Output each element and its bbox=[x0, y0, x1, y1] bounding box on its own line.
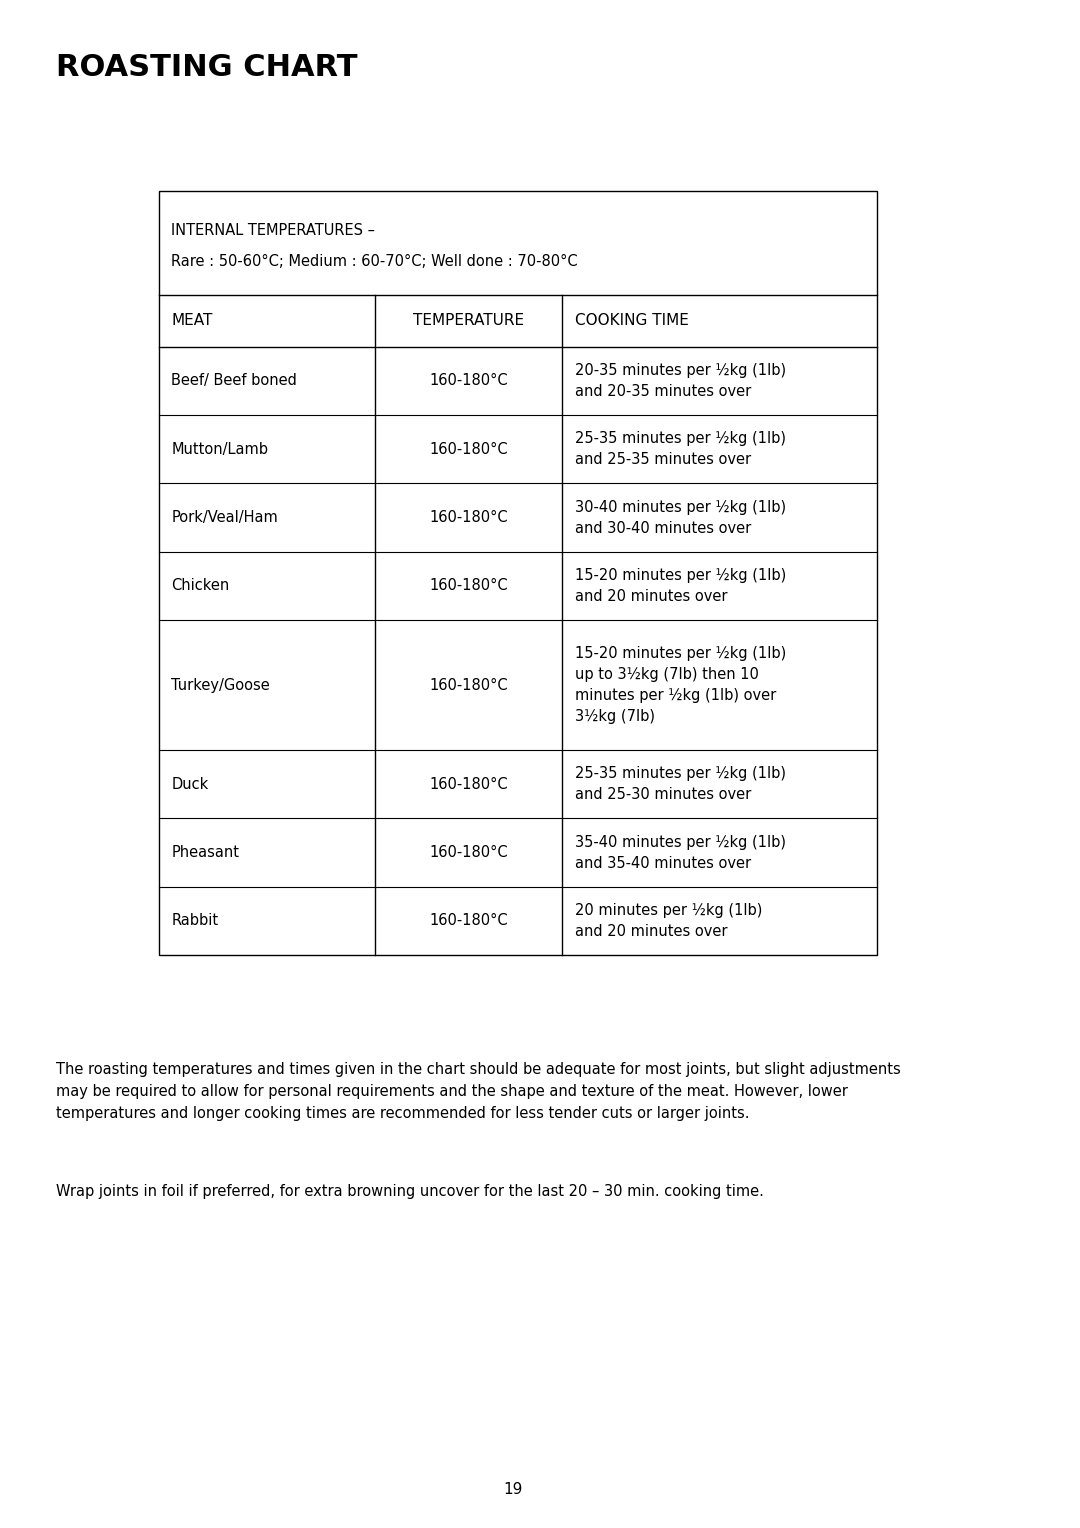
Text: 20-35 minutes per ½kg (1lb)
and 20-35 minutes over: 20-35 minutes per ½kg (1lb) and 20-35 mi… bbox=[575, 364, 786, 399]
Text: ROASTING CHART: ROASTING CHART bbox=[56, 53, 357, 83]
Text: 25-35 minutes per ½kg (1lb)
and 25-35 minutes over: 25-35 minutes per ½kg (1lb) and 25-35 mi… bbox=[575, 431, 785, 468]
Text: 160-180°C: 160-180°C bbox=[429, 776, 508, 792]
Text: 35-40 minutes per ½kg (1lb)
and 35-40 minutes over: 35-40 minutes per ½kg (1lb) and 35-40 mi… bbox=[575, 834, 785, 871]
Text: 160-180°C: 160-180°C bbox=[429, 677, 508, 692]
Text: COOKING TIME: COOKING TIME bbox=[575, 313, 689, 329]
Text: Mutton/Lamb: Mutton/Lamb bbox=[172, 442, 268, 457]
Text: 30-40 minutes per ½kg (1lb)
and 30-40 minutes over: 30-40 minutes per ½kg (1lb) and 30-40 mi… bbox=[575, 500, 786, 535]
Text: MEAT: MEAT bbox=[172, 313, 213, 329]
Text: Rare : 50-60°C; Medium : 60-70°C; Well done : 70-80°C: Rare : 50-60°C; Medium : 60-70°C; Well d… bbox=[172, 254, 578, 269]
Text: 15-20 minutes per ½kg (1lb)
and 20 minutes over: 15-20 minutes per ½kg (1lb) and 20 minut… bbox=[575, 568, 786, 604]
Text: Turkey/Goose: Turkey/Goose bbox=[172, 677, 270, 692]
Text: The roasting temperatures and times given in the chart should be adequate for mo: The roasting temperatures and times give… bbox=[56, 1062, 901, 1122]
Text: 25-35 minutes per ½kg (1lb)
and 25-30 minutes over: 25-35 minutes per ½kg (1lb) and 25-30 mi… bbox=[575, 767, 785, 802]
Text: 19: 19 bbox=[503, 1482, 523, 1497]
Text: Chicken: Chicken bbox=[172, 578, 230, 593]
Text: 160-180°C: 160-180°C bbox=[429, 914, 508, 929]
Text: Beef/ Beef boned: Beef/ Beef boned bbox=[172, 373, 297, 388]
Text: 160-180°C: 160-180°C bbox=[429, 442, 508, 457]
Text: 15-20 minutes per ½kg (1lb)
up to 3½kg (7lb) then 10
minutes per ½kg (1lb) over
: 15-20 minutes per ½kg (1lb) up to 3½kg (… bbox=[575, 646, 786, 724]
Text: Wrap joints in foil if preferred, for extra browning uncover for the last 20 – 3: Wrap joints in foil if preferred, for ex… bbox=[56, 1184, 765, 1199]
Text: 160-180°C: 160-180°C bbox=[429, 845, 508, 860]
Text: 160-180°C: 160-180°C bbox=[429, 578, 508, 593]
Text: Pheasant: Pheasant bbox=[172, 845, 240, 860]
Text: Rabbit: Rabbit bbox=[172, 914, 218, 929]
Text: 20 minutes per ½kg (1lb)
and 20 minutes over: 20 minutes per ½kg (1lb) and 20 minutes … bbox=[575, 903, 762, 938]
Text: TEMPERATURE: TEMPERATURE bbox=[413, 313, 524, 329]
Text: 160-180°C: 160-180°C bbox=[429, 373, 508, 388]
Text: Pork/Veal/Ham: Pork/Veal/Ham bbox=[172, 510, 279, 526]
Text: Duck: Duck bbox=[172, 776, 208, 792]
Text: INTERNAL TEMPERATURES –: INTERNAL TEMPERATURES – bbox=[172, 223, 376, 238]
Text: 160-180°C: 160-180°C bbox=[429, 510, 508, 526]
